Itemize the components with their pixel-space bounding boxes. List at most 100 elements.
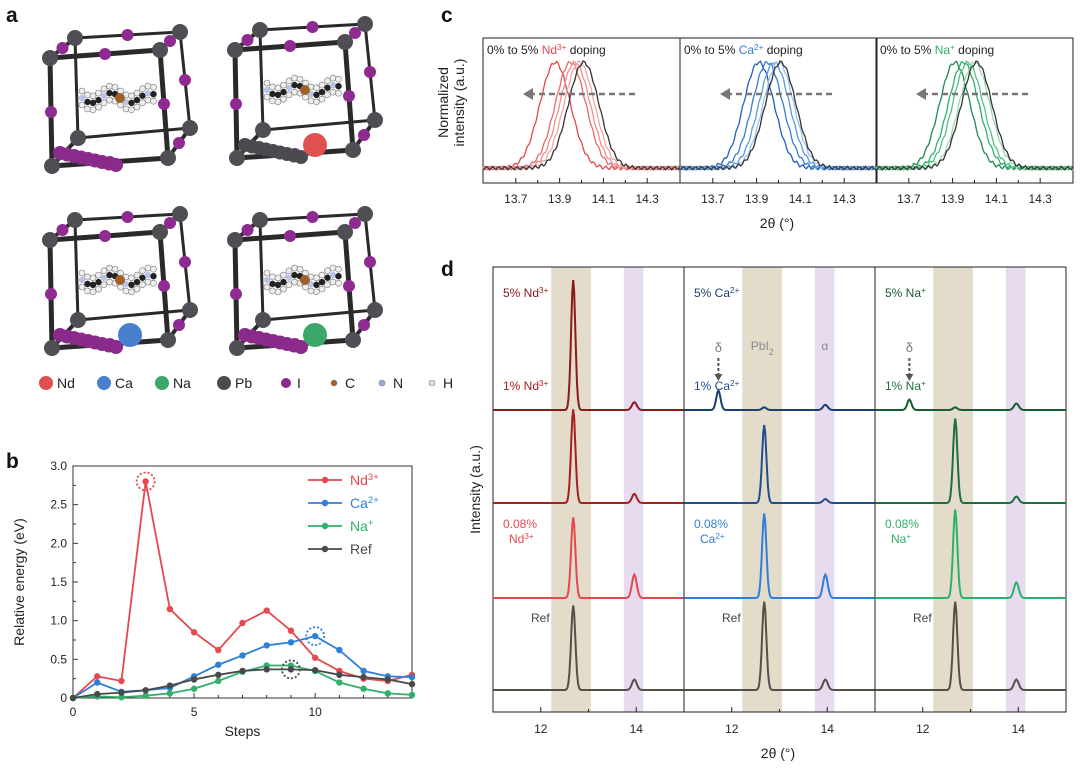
carbon-atom (329, 81, 337, 89)
carbon-atom (280, 278, 287, 286)
iodine-atom (241, 34, 254, 46)
hydrogen-atom (133, 103, 141, 111)
panel-label-b: b (6, 450, 19, 473)
iodine-atom (284, 230, 296, 242)
doping-label: 0% to 5% Nd3+ doping (487, 43, 606, 58)
hydrogen-atom (150, 83, 157, 91)
x-tick-label: 14 (821, 722, 835, 736)
hydrogen-atom (128, 106, 135, 114)
legend-swatch (39, 376, 53, 390)
hydrogen-atom (318, 95, 326, 103)
dopant-ion (118, 323, 142, 347)
carbon-atom (144, 271, 152, 279)
structure-cell (42, 24, 198, 174)
lead-atom (227, 232, 243, 248)
diffraction-curve (875, 61, 1074, 171)
diffraction-curve (875, 60, 1074, 171)
legend-marker (321, 476, 329, 484)
carbon-atom (335, 272, 342, 280)
iodine-atom (306, 211, 319, 223)
hydrogen-atom (285, 77, 293, 85)
hydrogen-atom (280, 81, 287, 89)
diffraction-curve (679, 61, 878, 171)
trace-label-sup: + (906, 532, 911, 541)
panel-a-legend: Nd Ca Na Pb I C N H (39, 375, 453, 391)
hydrogen-atom (274, 288, 282, 296)
data-point (263, 642, 270, 649)
data-point (384, 690, 391, 697)
hydrogen-atom (139, 85, 146, 93)
lead-atom (229, 150, 245, 166)
hydrogen-atom (100, 85, 108, 93)
panel-a-structures (42, 16, 383, 356)
cluster-atom (109, 340, 123, 354)
iodine-atom (56, 42, 69, 54)
y-axis-title: Relative energy (eV) (11, 518, 27, 646)
hydrogen-atom (95, 285, 102, 293)
hydrogen-atom (269, 97, 276, 105)
hydrogen-atom (302, 283, 309, 291)
carbon-atom (313, 91, 320, 99)
lead-atom (44, 340, 60, 356)
panel-b-energy-chart: 0 5 10 0 0.5 1.0 1.5 2.0 2.5 3.0 Steps Relative ene… (11, 459, 416, 739)
lead-atom (345, 142, 361, 158)
y-tick-label: 1.0 (50, 614, 67, 628)
diffraction-curve (679, 60, 878, 171)
x-tick-label: 13.7 (504, 192, 528, 206)
lead-atom (229, 340, 245, 356)
delta-arrow-head (714, 374, 723, 381)
data-point (94, 690, 101, 698)
trace-label-text: 1% Nd (503, 379, 539, 393)
hydrogen-atom (150, 265, 157, 273)
doping-suffix: doping (955, 43, 994, 57)
hydrogen-atom (335, 75, 342, 83)
subplot-frame (482, 37, 681, 184)
doping-prefix: 0% to 5% (880, 43, 935, 57)
x-tick-label: 14.1 (592, 192, 616, 206)
legend-marker (321, 499, 329, 507)
legend-name: Ca (350, 495, 368, 511)
diffraction-trace (493, 517, 684, 599)
lead-atom (252, 22, 268, 38)
hydrogen-atom (106, 264, 113, 272)
diffraction-trace (684, 424, 875, 504)
hydrogen-atom (139, 267, 146, 275)
data-point (118, 677, 125, 685)
iodine-atom (230, 98, 242, 110)
legend-swatch (428, 379, 436, 387)
alpha-label: α (821, 339, 828, 353)
iodine-atom (358, 319, 370, 331)
hydrogen-atom (133, 285, 141, 293)
legend-sup: + (368, 518, 374, 529)
data-point (190, 685, 198, 692)
carbon-atom (269, 90, 276, 98)
carbon-atom (84, 98, 91, 106)
hydrogen-atom (117, 283, 124, 291)
diffraction-trace (493, 279, 684, 411)
iodine-atom (364, 66, 376, 78)
data-point (239, 667, 246, 675)
alpha-band (814, 267, 835, 712)
data-point (408, 673, 416, 681)
doping-sup: + (950, 43, 955, 52)
diffraction-curve (482, 60, 681, 171)
hydrogen-atom (274, 98, 282, 106)
doping-sup: 3+ (557, 43, 567, 52)
iodine-atom (358, 129, 370, 141)
iodine-atom (121, 211, 134, 223)
diffraction-trace (684, 388, 875, 411)
hydrogen-atom (89, 106, 97, 114)
legend-swatch (330, 379, 338, 387)
bond (73, 36, 80, 140)
carbon-atom (100, 274, 108, 281)
y-axis-title-line: intensity (a.u.) (451, 59, 467, 147)
lead-atom (182, 302, 198, 318)
hydrogen-atom (106, 278, 113, 286)
trace-label-line1: 0.08% (885, 517, 919, 531)
diffraction-trace (875, 509, 1066, 599)
cluster-atom (294, 150, 308, 164)
hydrogen-atom (307, 287, 315, 295)
doping-suffix: doping (763, 43, 802, 57)
x-tick-label: 12 (725, 722, 739, 736)
lead-atom (337, 34, 353, 50)
